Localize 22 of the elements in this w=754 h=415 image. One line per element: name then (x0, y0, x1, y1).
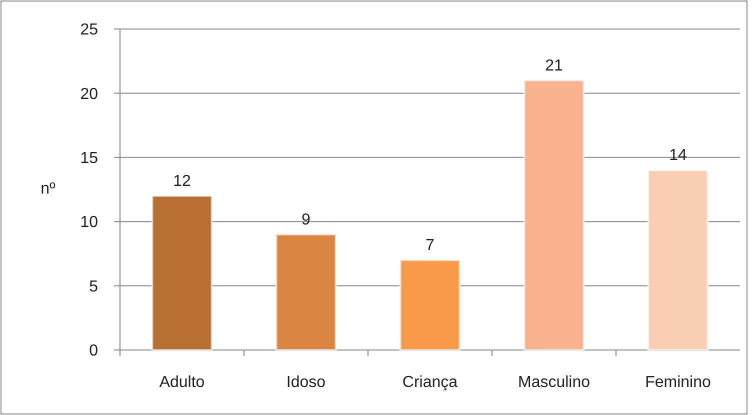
data-label: 9 (302, 211, 311, 228)
bar (647, 169, 709, 351)
x-tick-label: Criança (402, 374, 458, 391)
x-tick-label: Idoso (286, 374, 326, 391)
y-tick-label: 20 (80, 86, 98, 103)
data-label: 12 (173, 172, 191, 190)
data-label: 21 (545, 57, 563, 74)
y-tick-label: 5 (89, 278, 98, 296)
y-tick-label: 0 (89, 342, 98, 360)
y-tick-label: 25 (80, 22, 98, 39)
y-axis-title: nº (40, 180, 56, 198)
x-tick-label: Feminino (645, 374, 711, 391)
data-label: 7 (426, 237, 435, 254)
bar (151, 194, 213, 351)
x-tick-label: Adulto (159, 374, 205, 391)
bar (275, 233, 337, 351)
data-label: 14 (669, 147, 687, 164)
y-tick-label: 10 (80, 214, 98, 232)
y-tick-label: 15 (80, 150, 98, 167)
bar (399, 259, 461, 351)
x-tick-label: Masculino (518, 374, 590, 391)
bar (523, 79, 585, 351)
